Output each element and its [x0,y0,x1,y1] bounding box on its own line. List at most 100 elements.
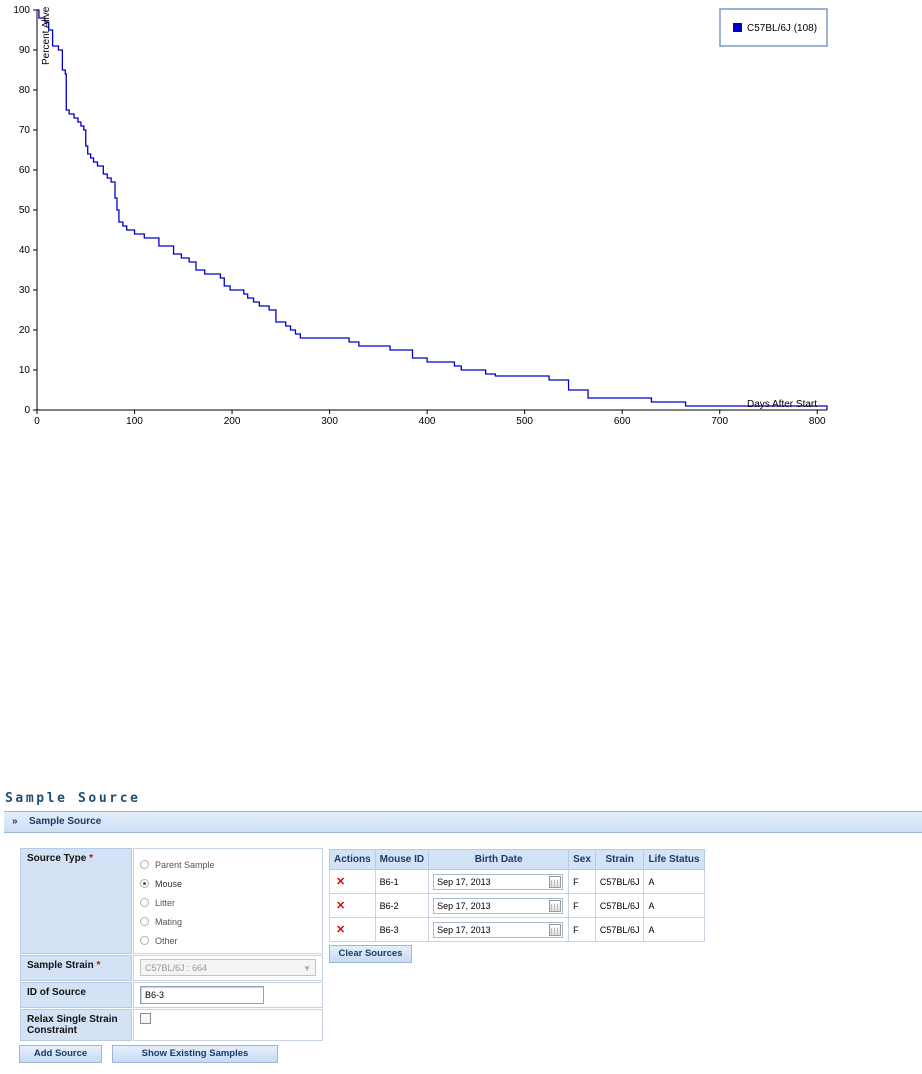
y-tick-label: 40 [19,245,31,256]
col-life-status[interactable]: Life Status [643,849,705,870]
radio-mating[interactable]: Mating [140,912,316,931]
x-tick-label: 100 [126,416,143,427]
add-source-button[interactable]: Add Source [19,1045,102,1063]
radio-label: Parent Sample [155,859,215,870]
relax-label-line1: Relax Single Strain [27,1014,118,1025]
birth-date-value: Sep 17, 2013 [437,876,491,887]
id-of-source-label-cell: ID of Source [20,982,132,1008]
col-birth-date[interactable]: Birth Date [428,849,570,870]
birth-date-cell: Sep 17, 2013 [428,869,570,894]
radio-label: Other [155,935,178,946]
radio-litter[interactable]: Litter [140,893,316,912]
y-tick-label: 90 [19,45,31,56]
radio-label: Mouse [155,878,183,889]
sex-cell: F [568,917,596,942]
source-type-label: Source Type [27,853,87,864]
life-status-cell: A [643,917,705,942]
collapse-chevron-icon[interactable]: » [12,816,18,827]
col-actions[interactable]: Actions [329,849,376,870]
col-mouse-id[interactable]: Mouse ID [374,849,430,870]
source-type-label-cell: Source Type * [20,848,132,954]
x-tick-label: 0 [34,416,40,427]
y-tick-label: 0 [24,405,30,416]
id-of-source-cell: B6-3 [133,982,323,1008]
id-of-source-input[interactable]: B6-3 [140,986,264,1004]
sex-cell: F [568,869,596,894]
radio-button[interactable] [140,917,149,926]
strain-cell: C57BL/6J [594,917,645,942]
delete-row-icon[interactable]: ✕ [336,900,346,912]
grid-header-row: Actions Mouse ID Birth Date Sex Strain L… [329,849,705,870]
show-existing-samples-button[interactable]: Show Existing Samples [112,1045,278,1063]
radio-other[interactable]: Other [140,931,316,950]
sample-strain-value: C57BL/6J : 664 [145,963,208,973]
radio-mouse[interactable]: Mouse [140,874,316,893]
y-tick-label: 50 [19,205,31,216]
mouse-id-cell: B6-2 [374,893,430,918]
chart-legend: C57BL/6J (108) [719,8,828,47]
radio-button[interactable] [140,898,149,907]
x-tick-label: 400 [419,416,436,427]
chart-axes: 0 10 20 30 40 50 60 70 80 90 100 0 100 200 300 400 500 60… [13,5,827,427]
mouse-id-cell: B6-1 [374,869,430,894]
calendar-icon[interactable] [549,899,562,912]
calendar-icon[interactable] [549,923,562,936]
life-status-cell: A [643,893,705,918]
relax-label-line2: Constraint [27,1025,77,1036]
delete-row-icon[interactable]: ✕ [336,876,346,888]
y-tick-label: 10 [19,365,31,376]
delete-row-icon[interactable]: ✕ [336,924,346,936]
panel-header-label: Sample Source [29,816,102,827]
radio-button[interactable] [140,936,149,945]
y-tick-label: 30 [19,285,31,296]
sample-strain-label-cell: Sample Strain * [20,955,132,981]
relax-constraint-label-cell: Relax Single Strain Constraint [20,1009,132,1041]
sample-source-panel-header[interactable]: » Sample Source [4,811,922,833]
col-strain[interactable]: Strain [594,849,645,870]
y-tick-label: 70 [19,125,31,136]
y-axis-label: Percent Alive [41,6,52,65]
strain-cell: C57BL/6J [594,893,645,918]
x-tick-label: 700 [711,416,728,427]
id-of-source-label: ID of Source [27,987,86,998]
life-status-cell: A [643,869,705,894]
source-type-options: Parent Sample Mouse Litter Mating Other [133,848,323,954]
birth-date-value: Sep 17, 2013 [437,924,491,935]
y-tick-label: 60 [19,165,31,176]
sources-grid: Actions Mouse ID Birth Date Sex Strain L… [329,849,705,942]
section-title: Sample Source [5,791,141,806]
mouse-id-cell: B6-3 [374,917,430,942]
relax-constraint-cell [133,1009,323,1041]
legend-label: C57BL/6J (108) [747,23,817,34]
x-tick-label: 200 [224,416,241,427]
sample-source-form: Source Type * Parent Sample Mouse Litter… [19,847,324,1042]
chart-series-layer [37,9,828,410]
sample-strain-label: Sample Strain [27,960,94,971]
col-sex[interactable]: Sex [568,849,596,870]
sample-strain-combo[interactable]: C57BL/6J : 664 ▼ [140,959,316,976]
radio-parent-sample[interactable]: Parent Sample [140,855,316,874]
radio-button[interactable] [140,860,149,869]
relax-constraint-checkbox[interactable] [140,1013,151,1024]
x-axis-label: Days After Start [747,399,817,410]
radio-label: Litter [155,897,176,908]
birth-date-field[interactable]: Sep 17, 2013 [433,873,564,890]
x-tick-label: 300 [321,416,338,427]
required-marker: * [96,960,101,971]
birth-date-cell: Sep 17, 2013 [428,917,570,942]
birth-date-cell: Sep 17, 2013 [428,893,570,918]
sample-strain-cell: C57BL/6J : 664 ▼ [133,955,323,981]
dropdown-arrow-icon[interactable]: ▼ [303,964,311,973]
birth-date-field[interactable]: Sep 17, 2013 [433,921,564,938]
calendar-icon[interactable] [549,875,562,888]
survival-chart: 0 10 20 30 40 50 60 70 80 90 100 0 100 200 300 400 500 60… [13,5,828,427]
x-tick-label: 800 [809,416,826,427]
survival-series-line [37,9,828,410]
radio-label: Mating [155,916,183,927]
clear-sources-button[interactable]: Clear Sources [329,945,412,963]
legend-swatch [733,23,742,32]
birth-date-field[interactable]: Sep 17, 2013 [433,897,564,914]
radio-button-selected[interactable] [140,879,149,888]
x-tick-label: 600 [614,416,631,427]
y-tick-label: 80 [19,85,31,96]
